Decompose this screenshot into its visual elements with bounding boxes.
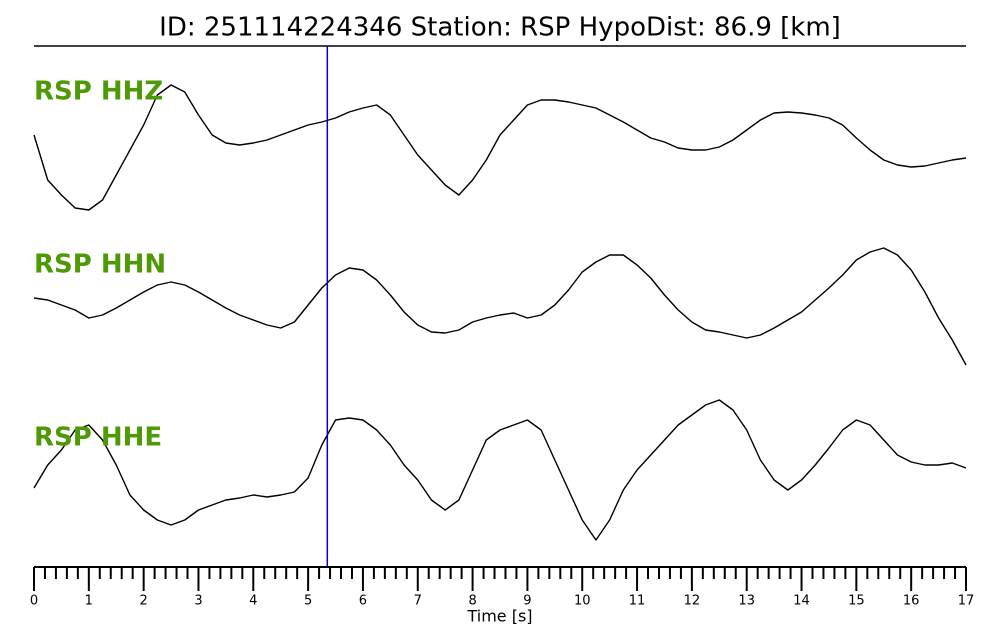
x-tick-label: 16	[903, 594, 920, 609]
chart-title: ID: 251114224346 Station: RSP HypoDist: …	[159, 13, 841, 43]
x-tick-label: 12	[684, 594, 701, 609]
x-tick-label: 6	[359, 594, 367, 609]
trace-label: RSP HHE	[34, 423, 162, 453]
x-tick-label: 15	[848, 594, 865, 609]
x-tick-label: 17	[958, 594, 975, 609]
x-axis-label: Time [s]	[466, 607, 532, 626]
x-tick-label: 2	[140, 594, 148, 609]
x-tick-label: 7	[414, 594, 422, 609]
trace	[33, 84, 967, 211]
x-tick-label: 4	[249, 594, 257, 609]
x-tick-label: 5	[304, 594, 312, 609]
trace-label: RSP HHN	[34, 250, 166, 280]
x-tick-label: 10	[574, 594, 591, 609]
trace	[33, 247, 967, 366]
trace-label: RSP HHZ	[34, 77, 163, 107]
x-tick-label: 13	[738, 594, 755, 609]
trace	[33, 399, 967, 541]
x-tick-label: 3	[194, 594, 202, 609]
x-tick-label: 11	[629, 594, 646, 609]
x-tick-label: 0	[30, 594, 38, 609]
x-tick-label: 14	[793, 594, 810, 609]
x-tick-label: 9	[523, 594, 531, 609]
x-tick-label: 1	[85, 594, 93, 609]
x-tick-label: 8	[468, 594, 476, 609]
